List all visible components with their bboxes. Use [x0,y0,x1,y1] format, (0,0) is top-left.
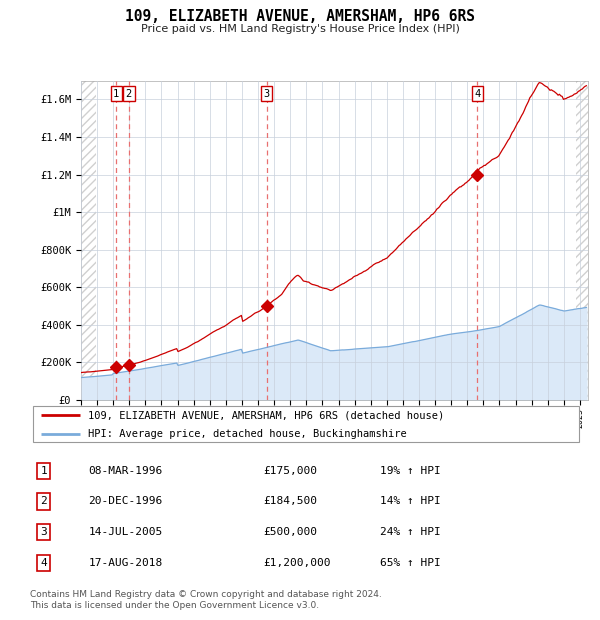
Text: 1: 1 [113,89,119,99]
Text: 14-JUL-2005: 14-JUL-2005 [88,527,163,537]
Text: 20-DEC-1996: 20-DEC-1996 [88,497,163,507]
FancyBboxPatch shape [33,406,580,442]
Text: £175,000: £175,000 [263,466,317,476]
Text: 14% ↑ HPI: 14% ↑ HPI [380,497,440,507]
Text: Price paid vs. HM Land Registry's House Price Index (HPI): Price paid vs. HM Land Registry's House … [140,24,460,33]
Text: £500,000: £500,000 [263,527,317,537]
Text: 65% ↑ HPI: 65% ↑ HPI [380,558,440,568]
Text: 24% ↑ HPI: 24% ↑ HPI [380,527,440,537]
Text: 3: 3 [41,527,47,537]
Text: £1,200,000: £1,200,000 [263,558,331,568]
Text: 109, ELIZABETH AVENUE, AMERSHAM, HP6 6RS (detached house): 109, ELIZABETH AVENUE, AMERSHAM, HP6 6RS… [88,410,445,420]
Text: 08-MAR-1996: 08-MAR-1996 [88,466,163,476]
Text: 4: 4 [41,558,47,568]
Text: 19% ↑ HPI: 19% ↑ HPI [380,466,440,476]
Text: 17-AUG-2018: 17-AUG-2018 [88,558,163,568]
Text: 3: 3 [263,89,270,99]
Text: £184,500: £184,500 [263,497,317,507]
Text: 1: 1 [41,466,47,476]
Text: 4: 4 [475,89,481,99]
Text: HPI: Average price, detached house, Buckinghamshire: HPI: Average price, detached house, Buck… [88,428,407,439]
Text: Contains HM Land Registry data © Crown copyright and database right 2024.
This d: Contains HM Land Registry data © Crown c… [30,590,382,609]
Text: 109, ELIZABETH AVENUE, AMERSHAM, HP6 6RS: 109, ELIZABETH AVENUE, AMERSHAM, HP6 6RS [125,9,475,24]
Text: 2: 2 [41,497,47,507]
Text: 2: 2 [125,89,132,99]
